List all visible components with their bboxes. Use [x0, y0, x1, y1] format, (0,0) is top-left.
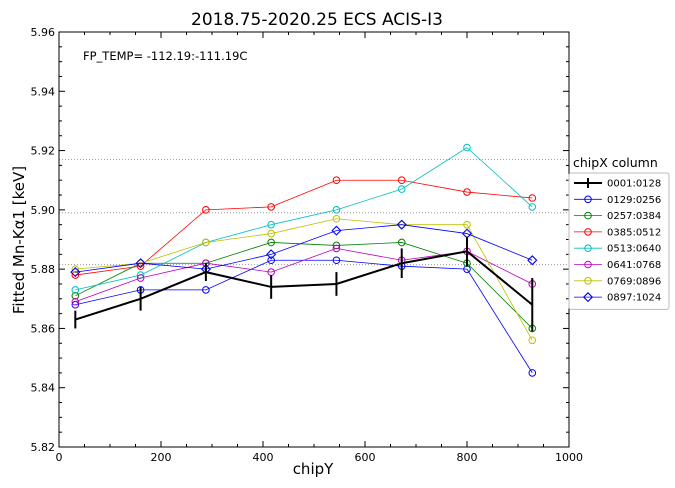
legend-entry-0513-0640-marker — [584, 244, 592, 252]
series-0513-0640-point — [332, 206, 341, 214]
y-tick-label: 5.88 — [31, 263, 56, 276]
legend-entry-0897-1024: 0897:1024 — [574, 292, 661, 304]
legend-entry-0769-0896-label: 0769:0896 — [607, 276, 661, 287]
y-tick-label: 5.82 — [31, 441, 56, 454]
legend-box — [568, 172, 670, 310]
y-tick-label: 5.90 — [31, 204, 56, 217]
series-0897-1024-point — [331, 225, 342, 236]
plot-area: 0 200 400 600 800 1000 5.82 5.84 5.86 5.88 5.90 5.9… — [31, 26, 584, 464]
series-0769-0896 — [71, 214, 537, 345]
series-0769-0896-point — [202, 238, 210, 247]
series-0897-1024-point — [527, 255, 538, 266]
x-tick-label: 1000 — [555, 451, 583, 464]
series-0385-0512-point — [463, 188, 471, 196]
series-0513-0640 — [71, 143, 537, 294]
legend-entry-0257-0384-label: 0257:0384 — [607, 211, 661, 222]
y-tick-label: 5.92 — [31, 145, 56, 158]
series-0897-1024-line — [75, 224, 533, 273]
series-0513-0640-point — [397, 185, 406, 193]
series-0513-0640-point — [528, 203, 537, 211]
y-tick-label: 5.96 — [31, 26, 56, 39]
legend-entry-0897-1024-label: 0897:1024 — [607, 293, 661, 304]
series-0513-0640-point — [267, 220, 275, 229]
series-0897-1024-point — [396, 219, 407, 230]
series-0001-0128 — [74, 236, 534, 332]
series-0769-0896-point — [71, 265, 80, 273]
series-0769-0896-line — [75, 218, 533, 341]
series-0513-0640-line — [75, 147, 533, 291]
series-0129-0256-point — [332, 256, 341, 265]
series-0257-0384-point — [397, 238, 406, 247]
legend-entry-0513-0640: 0513:0640 — [574, 244, 661, 255]
chart-title: 2018.75-2020.25 ECS ACIS-I3 — [191, 10, 443, 30]
series-0769-0896-point — [463, 220, 471, 229]
legend-entry-0129-0256: 0129:0256 — [574, 195, 661, 206]
series-0385-0512-point — [267, 203, 275, 211]
legend-entry-0001-0128-label: 0001:0128 — [607, 179, 661, 190]
x-tick-label: 0 — [56, 451, 63, 464]
series-0001-0128-line — [75, 250, 533, 321]
x-tick-label: 400 — [253, 451, 274, 464]
series-0129-0256-point — [528, 369, 537, 377]
y-tick-label: 5.84 — [31, 382, 56, 395]
legend-entry-0257-0384: 0257:0384 — [574, 211, 661, 222]
x-tick-label: 200 — [151, 451, 172, 464]
legend-entry-0769-0896: 0769:0896 — [574, 276, 661, 287]
series-0769-0896-point — [332, 214, 341, 223]
legend-entry-0385-0512-label: 0385:0512 — [607, 227, 661, 238]
legend-entry-0129-0256-label: 0129:0256 — [607, 195, 661, 206]
legend-entry-0769-0896-marker — [584, 277, 592, 285]
legend-entry-0257-0384-marker — [584, 211, 592, 220]
series-0385-0512-point — [332, 176, 341, 185]
series-0641-0768-point — [136, 274, 145, 282]
series-0257-0384-point — [71, 292, 80, 300]
series-0897-1024-point — [70, 267, 81, 278]
series-0129-0256-point — [202, 286, 210, 294]
series-0385-0512-point — [397, 176, 406, 185]
legend-entry-0001-0128: 0001:0128 — [574, 178, 661, 190]
legend-entry-0897-1024-marker — [582, 292, 594, 303]
legend: chipX column 0001:0128 0129:0256 0257:0384… — [568, 155, 670, 310]
series-0897-1024-point — [135, 258, 146, 269]
series-0769-0896-point — [528, 336, 537, 345]
legend-entry-0385-0512: 0385:0512 — [574, 227, 661, 238]
series-0385-0512-point — [528, 194, 537, 202]
series-0513-0640-point — [463, 143, 471, 152]
x-tick-label: 800 — [457, 451, 478, 464]
series-0769-0896-point — [267, 229, 275, 238]
series-0129-0256-point — [267, 256, 275, 265]
series-0385-0512-line — [75, 179, 533, 276]
series-0257-0384-line — [75, 242, 533, 329]
fp-temp-annotation: FP_TEMP= -112.19:-111.19C — [83, 49, 247, 63]
legend-entry-0385-0512-marker — [584, 228, 592, 236]
series-0385-0512 — [71, 176, 537, 279]
legend-entry-0513-0640-label: 0513:0640 — [607, 244, 661, 255]
series-0513-0640-point — [71, 286, 80, 294]
series-0641-0768-point — [71, 297, 80, 306]
x-tick-label: 600 — [355, 451, 376, 464]
series-0257-0384-point — [267, 238, 275, 247]
y-tick-label: 5.86 — [31, 322, 56, 335]
legend-entry-0641-0768-marker — [584, 260, 592, 269]
legend-entry-0641-0768-label: 0641:0768 — [607, 260, 661, 271]
series-0897-1024-point — [266, 249, 277, 260]
x-axis-label: chipY — [293, 460, 334, 478]
y-axis-label: Fitted Mn-Kα1 [keV] — [10, 166, 28, 314]
legend-entry-0129-0256-marker — [584, 195, 592, 204]
plot-frame — [58, 31, 570, 448]
series-0385-0512-point — [202, 206, 210, 214]
legend-title: chipX column — [573, 155, 658, 170]
y-tick-label: 5.94 — [31, 85, 56, 98]
series-0641-0768-point — [332, 244, 341, 253]
legend-entry-0641-0768: 0641:0768 — [574, 260, 661, 271]
